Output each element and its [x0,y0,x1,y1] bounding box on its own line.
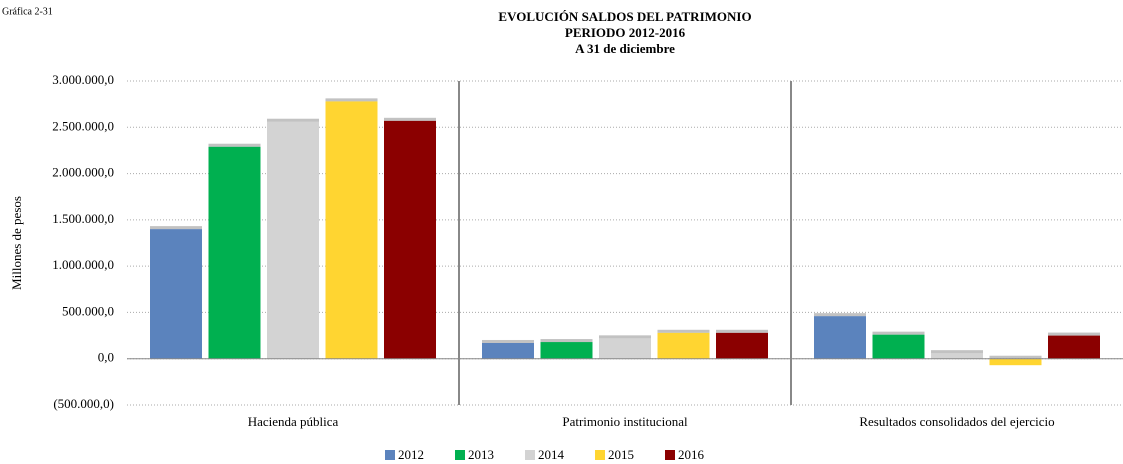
chart-title: EVOLUCIÓN SALDOS DEL PATRIMONIO [498,9,751,24]
bar [599,338,651,359]
bar-cap [716,329,768,333]
y-tick-label: 2.500.000,0 [52,118,114,133]
bar [931,353,983,359]
legend-swatch [525,450,535,460]
bar [384,120,436,359]
chart-subtitle: A 31 de diciembre [575,41,675,56]
x-tick-label: Hacienda pública [248,414,339,429]
legend-label: 2012 [398,447,424,462]
bar [1048,335,1100,359]
y-tick-label: 2.000.000,0 [52,165,114,180]
bar-cap [325,98,378,102]
bar-cap [384,117,436,121]
legend-swatch [665,450,675,460]
bar-cap [657,329,710,333]
bar-cap [931,350,983,354]
x-tick-label: Resultados consolidados del ejercicio [859,414,1054,429]
bar-cap [989,355,1042,359]
bar [482,342,534,359]
chart-subtitle: PERIODO 2012-2016 [565,25,686,40]
y-tick-label: 3.000.000,0 [52,72,114,87]
bar-cap [540,339,593,343]
bar [657,332,710,359]
bar [716,332,768,359]
y-tick-label: 1.500.000,0 [52,211,114,226]
bar-cap [814,313,866,317]
legend-swatch [595,450,605,460]
y-tick-label: 0,0 [98,350,114,365]
bar-cap [482,339,534,343]
y-tick-label: 1.000.000,0 [52,257,114,272]
bar [208,146,261,359]
legend-label: 2015 [608,447,634,462]
bar [872,334,925,359]
legend-label: 2014 [538,447,565,462]
bar-cap [208,143,261,147]
bar-cap [267,118,319,122]
bar [814,316,866,359]
legend-label: 2013 [468,447,494,462]
x-tick-label: Patrimonio institucional [562,414,688,429]
bar-cap [1048,332,1100,336]
bar-cap [150,226,202,230]
bar [989,358,1042,366]
bar [540,342,593,359]
y-tick-label: 500.000,0 [62,303,114,318]
bar-cap [599,335,651,339]
caption: Gráfica 2-31 [2,6,53,17]
bar [267,121,319,359]
legend-swatch [455,450,465,460]
legend-label: 2016 [678,447,705,462]
y-axis-label: Millones de pesos [9,196,24,290]
bar-cap [872,331,925,335]
legend-swatch [385,450,395,460]
y-tick-label: (500.000,0) [53,396,114,411]
bar [325,101,378,359]
bar [150,229,202,359]
